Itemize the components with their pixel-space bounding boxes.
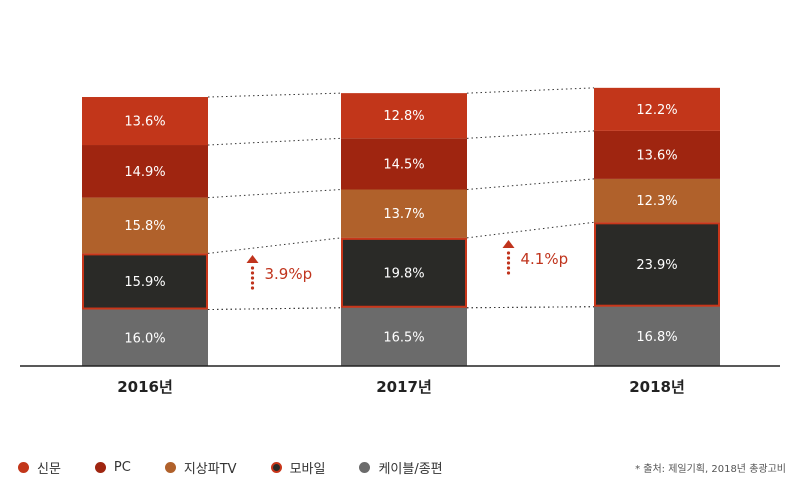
connector-line — [207, 92, 342, 98]
bar-segment — [82, 309, 208, 366]
bar-segment — [82, 145, 208, 198]
growth-arrow-head — [502, 240, 515, 248]
legend-label: 신문 — [37, 462, 61, 477]
connector-line — [466, 178, 595, 190]
legend-label: PC — [113, 460, 131, 475]
growth-arrow-dot — [506, 256, 511, 260]
growth-annotation-label: 3.9%p — [265, 265, 313, 283]
data-label: 15.8% — [124, 219, 165, 234]
legend-item-mobile: 모바일 — [270, 458, 326, 477]
legend-item-cable: 케이블/종편 — [359, 458, 443, 477]
legend-label: 케이블/종편 — [378, 462, 443, 477]
connector-line — [207, 307, 342, 311]
connector-line — [207, 137, 342, 146]
connector-line — [466, 87, 595, 94]
x-tick-label: 2017년 — [376, 378, 432, 396]
data-label: 12.8% — [383, 109, 424, 124]
legend-label: 지상파TV — [183, 462, 237, 477]
bar-segment — [594, 178, 720, 223]
bar-segment — [82, 97, 208, 146]
data-label: 14.5% — [383, 157, 424, 172]
growth-arrow-dot — [250, 266, 255, 270]
growth-arrow-dot — [506, 261, 511, 265]
bar-segment — [341, 189, 467, 238]
legend-swatch — [94, 462, 106, 473]
data-label: 23.9% — [636, 258, 677, 273]
connector-line — [207, 189, 342, 199]
legend-swatch — [18, 462, 29, 473]
growth-arrow-dot — [506, 251, 511, 255]
x-tick-label: 2018년 — [629, 378, 685, 396]
legend-item-terrestrial-tv: 지상파TV — [164, 458, 237, 477]
data-label: 16.8% — [636, 330, 677, 345]
growth-arrow-dot — [250, 286, 255, 290]
bar-segment — [82, 253, 208, 310]
data-label: 13.6% — [124, 115, 165, 130]
growth-arrow-dot — [250, 276, 255, 280]
growth-arrow-dot — [506, 271, 511, 275]
data-label: 12.2% — [636, 103, 677, 118]
connector-line — [207, 237, 342, 254]
connector-line — [466, 221, 595, 239]
data-label: 14.9% — [124, 165, 165, 180]
bar-segment — [341, 307, 467, 366]
bar-segment — [594, 222, 720, 307]
data-label: 19.8% — [383, 266, 424, 281]
source-note: * 출처: 제일기획, 2018년 총광고비 — [635, 464, 786, 475]
mobile-highlight-box — [82, 253, 208, 310]
bar-segment — [341, 93, 467, 139]
legend-label: 모바일 — [289, 462, 326, 477]
growth-arrow-head — [246, 255, 259, 263]
legend-swatch — [164, 462, 176, 473]
growth-arrow-dot — [250, 281, 255, 285]
mobile-highlight-box — [341, 237, 467, 308]
data-label: 13.7% — [383, 207, 424, 222]
legend-item-newspaper: 신문 — [18, 458, 61, 477]
bar-segment — [594, 306, 720, 366]
legend-item-pc: PC — [94, 460, 131, 475]
legend-swatch — [270, 462, 282, 473]
data-label: 13.6% — [636, 148, 677, 163]
data-label: 15.9% — [124, 275, 165, 290]
data-label: 16.5% — [383, 330, 424, 345]
x-tick-label: 2016년 — [117, 378, 173, 396]
bar-segment — [82, 197, 208, 254]
growth-arrow-dot — [250, 271, 255, 275]
bar-segment — [341, 237, 467, 308]
data-label: 12.3% — [636, 194, 677, 209]
connector-line — [466, 306, 595, 309]
connector-line — [466, 130, 595, 139]
bar-segment — [594, 87, 720, 131]
bar-segment — [594, 130, 720, 179]
data-label: 16.0% — [124, 331, 165, 346]
legend: 신문 PC 지상파TV 모바일 케이블/종편 — [18, 458, 477, 477]
mobile-highlight-box — [594, 222, 720, 307]
legend-swatch — [359, 462, 371, 473]
growth-arrow-dot — [506, 266, 511, 270]
bar-segment — [341, 138, 467, 190]
growth-annotation-label: 4.1%p — [521, 250, 569, 268]
